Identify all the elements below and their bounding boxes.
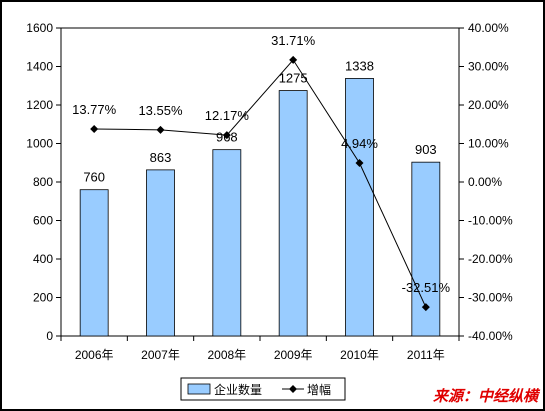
bar-value-label: 1275 [279,71,308,86]
left-tick-label: 800 [33,175,53,189]
x-tick-label: 2009年 [274,348,313,362]
right-tick-label: 30.00% [468,60,509,74]
plot-area [60,27,460,337]
right-tick-label: 20.00% [468,98,509,112]
legend-line-label: 增幅 [307,382,331,397]
bar-value-label: 863 [150,150,172,165]
line-value-label: 13.77% [72,102,117,117]
bar [278,90,308,337]
right-tick-label: -30.00% [468,291,513,305]
line-marker [289,55,298,64]
legend: 企业数量 增幅 [180,377,346,401]
bar-value-label: 968 [216,130,238,145]
legend-bar-label: 企业数量 [214,382,262,397]
line-value-label: 31.71% [271,33,316,48]
line-value-label: 13.55% [138,103,183,118]
growth-line [94,59,427,308]
bar-value-label: 760 [83,170,105,185]
line-marker [222,131,231,140]
line-series [90,55,430,312]
bar-series [79,78,441,337]
x-tick-label: 2010年 [340,348,379,362]
right-tick-label: -40.00% [468,329,513,343]
right-tick-label: -20.00% [468,252,513,266]
left-tick-label: 600 [33,214,53,228]
legend-box [180,377,346,401]
bar [146,169,175,337]
bar-value-label: 1338 [345,58,374,73]
left-tick-label: 400 [33,252,53,266]
line-marker [355,158,364,167]
left-tick-label: 0 [46,329,53,343]
right-tick-label: 10.00% [468,137,509,151]
line-marker [421,303,430,312]
x-tick-label: 2007年 [141,348,180,362]
x-tick-label: 2006年 [75,348,114,362]
line-marker [90,124,99,133]
right-tick-label: -10.00% [468,214,513,228]
x-axis: 2006年 2007年 2008年 2009年 2010年 2011年 [60,336,460,362]
line-value-label: -32.51% [402,280,451,295]
left-axis: 0 200 400 600 800 1000 1200 1400 1600 [26,21,61,343]
bar [345,78,374,337]
bar [212,149,242,337]
bar-value-label: 903 [415,142,437,157]
line-marker [156,125,165,134]
legend-diamond-marker [289,385,297,393]
left-tick-label: 1000 [26,137,53,151]
legend-bar-swatch [187,383,211,395]
right-tick-label: 0.00% [468,175,502,189]
right-axis: -40.00% -30.00% -20.00% -10.00% 0.00% 10.00% 2… [459,21,513,343]
data-labels: 760 863 968 1275 1338 903 13.77% 13.55% 12.17% 31… [72,33,450,295]
x-tick-label: 2011年 [407,348,445,362]
right-tick-label: 40.00% [468,21,509,35]
left-tick-label: 1200 [26,98,53,112]
line-value-label: 12.17% [205,108,250,123]
left-tick-label: 1600 [26,21,53,35]
bar [79,189,109,337]
left-tick-label: 1400 [26,60,53,74]
source-label: 来源：中经纵横 [433,388,541,405]
line-value-label: 4.94% [341,136,378,151]
x-tick-label: 2008年 [207,348,246,362]
left-tick-label: 200 [33,291,53,305]
